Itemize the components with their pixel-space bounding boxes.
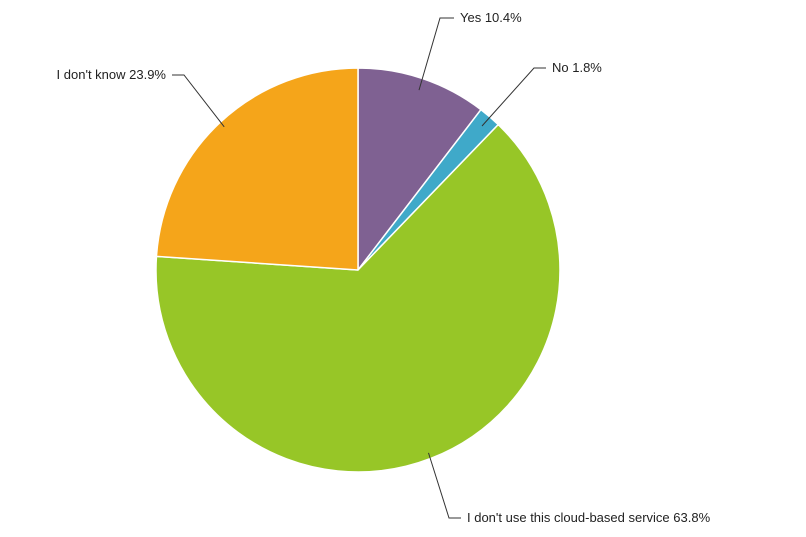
- pie-slice-i-don-t-know: [155, 67, 359, 271]
- slice-label-yes: Yes 10.4%: [460, 10, 522, 25]
- leader-line-i-don-t-use-this-cloud-based-service: [428, 452, 461, 519]
- slice-label-i-don-t-know: I don't know 23.9%: [57, 67, 167, 82]
- slice-label-i-don-t-use-this-cloud-based-service: I don't use this cloud-based service 63.…: [467, 510, 711, 525]
- leader-line-i-don-t-know: [172, 74, 225, 128]
- leader-line-no: [481, 67, 546, 127]
- leader-line-yes: [418, 17, 454, 91]
- slices-layer: [155, 67, 561, 473]
- slice-label-no: No 1.8%: [552, 60, 602, 75]
- pie-slice-yes: [357, 67, 482, 271]
- leader-lines-layer: [172, 17, 546, 519]
- slice-labels-layer: Yes 10.4% No 1.8% I don't use this cloud-b…: [57, 10, 711, 525]
